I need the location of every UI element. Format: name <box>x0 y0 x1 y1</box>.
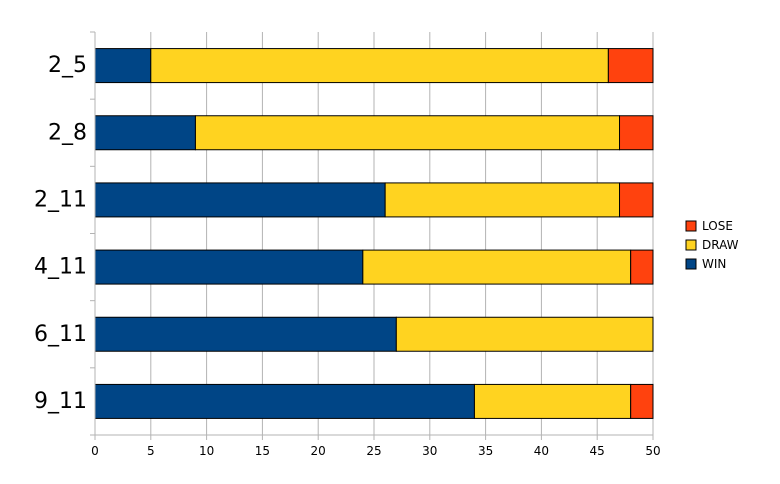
legend-label-lose: LOSE <box>702 219 733 233</box>
x-tick-label: 45 <box>590 444 605 458</box>
x-tick-label: 35 <box>478 444 493 458</box>
bar-draw-2_5 <box>150 48 609 84</box>
category-label: 2_8 <box>48 120 87 145</box>
bar-win-2_8 <box>94 115 196 151</box>
x-tick-label: 40 <box>534 444 549 458</box>
x-tick-label: 30 <box>422 444 437 458</box>
bar-lose-2_8 <box>619 115 654 151</box>
bar-win-4_11 <box>94 249 364 285</box>
bars <box>94 48 654 419</box>
legend-swatch-draw <box>685 239 697 251</box>
x-tick-label: 20 <box>311 444 326 458</box>
legend-label-win: WIN <box>702 257 726 271</box>
bar-lose-2_11 <box>619 182 654 218</box>
bar-draw-2_8 <box>194 115 621 151</box>
bar-draw-6_11 <box>395 316 654 352</box>
category-label: 4_11 <box>34 255 87 280</box>
x-tick-label: 5 <box>147 444 155 458</box>
category-label: 6_11 <box>34 322 87 347</box>
labels: 2_5 2_8 2_11 4_11 6_11 9_11 0 5 10 15 20 25 30 35 40 45… <box>34 53 661 458</box>
legend: LOSE DRAW WIN <box>685 219 739 271</box>
bar-lose-2_5 <box>607 48 654 84</box>
x-tick-label: 50 <box>645 444 660 458</box>
bar-draw-2_11 <box>384 182 621 218</box>
legend-swatch-lose <box>685 220 697 232</box>
category-label: 2_5 <box>48 53 87 78</box>
grid-lines <box>150 32 654 435</box>
bar-lose-4_11 <box>630 249 654 285</box>
bar-win-6_11 <box>94 316 397 352</box>
legend-swatch-win <box>685 258 697 270</box>
axes <box>90 31 654 440</box>
category-label: 2_11 <box>34 187 87 212</box>
bar-draw-4_11 <box>362 249 632 285</box>
category-label: 9_11 <box>34 389 87 414</box>
legend-label-draw: DRAW <box>702 238 739 252</box>
x-tick-label: 0 <box>91 444 99 458</box>
x-tick-label: 15 <box>255 444 270 458</box>
bar-lose-9_11 <box>630 383 654 419</box>
bar-draw-9_11 <box>473 383 632 419</box>
x-tick-label: 25 <box>366 444 381 458</box>
x-tick-label: 10 <box>199 444 214 458</box>
bar-win-2_11 <box>94 182 386 218</box>
bar-win-9_11 <box>94 383 475 419</box>
bar-win-2_5 <box>94 48 152 84</box>
